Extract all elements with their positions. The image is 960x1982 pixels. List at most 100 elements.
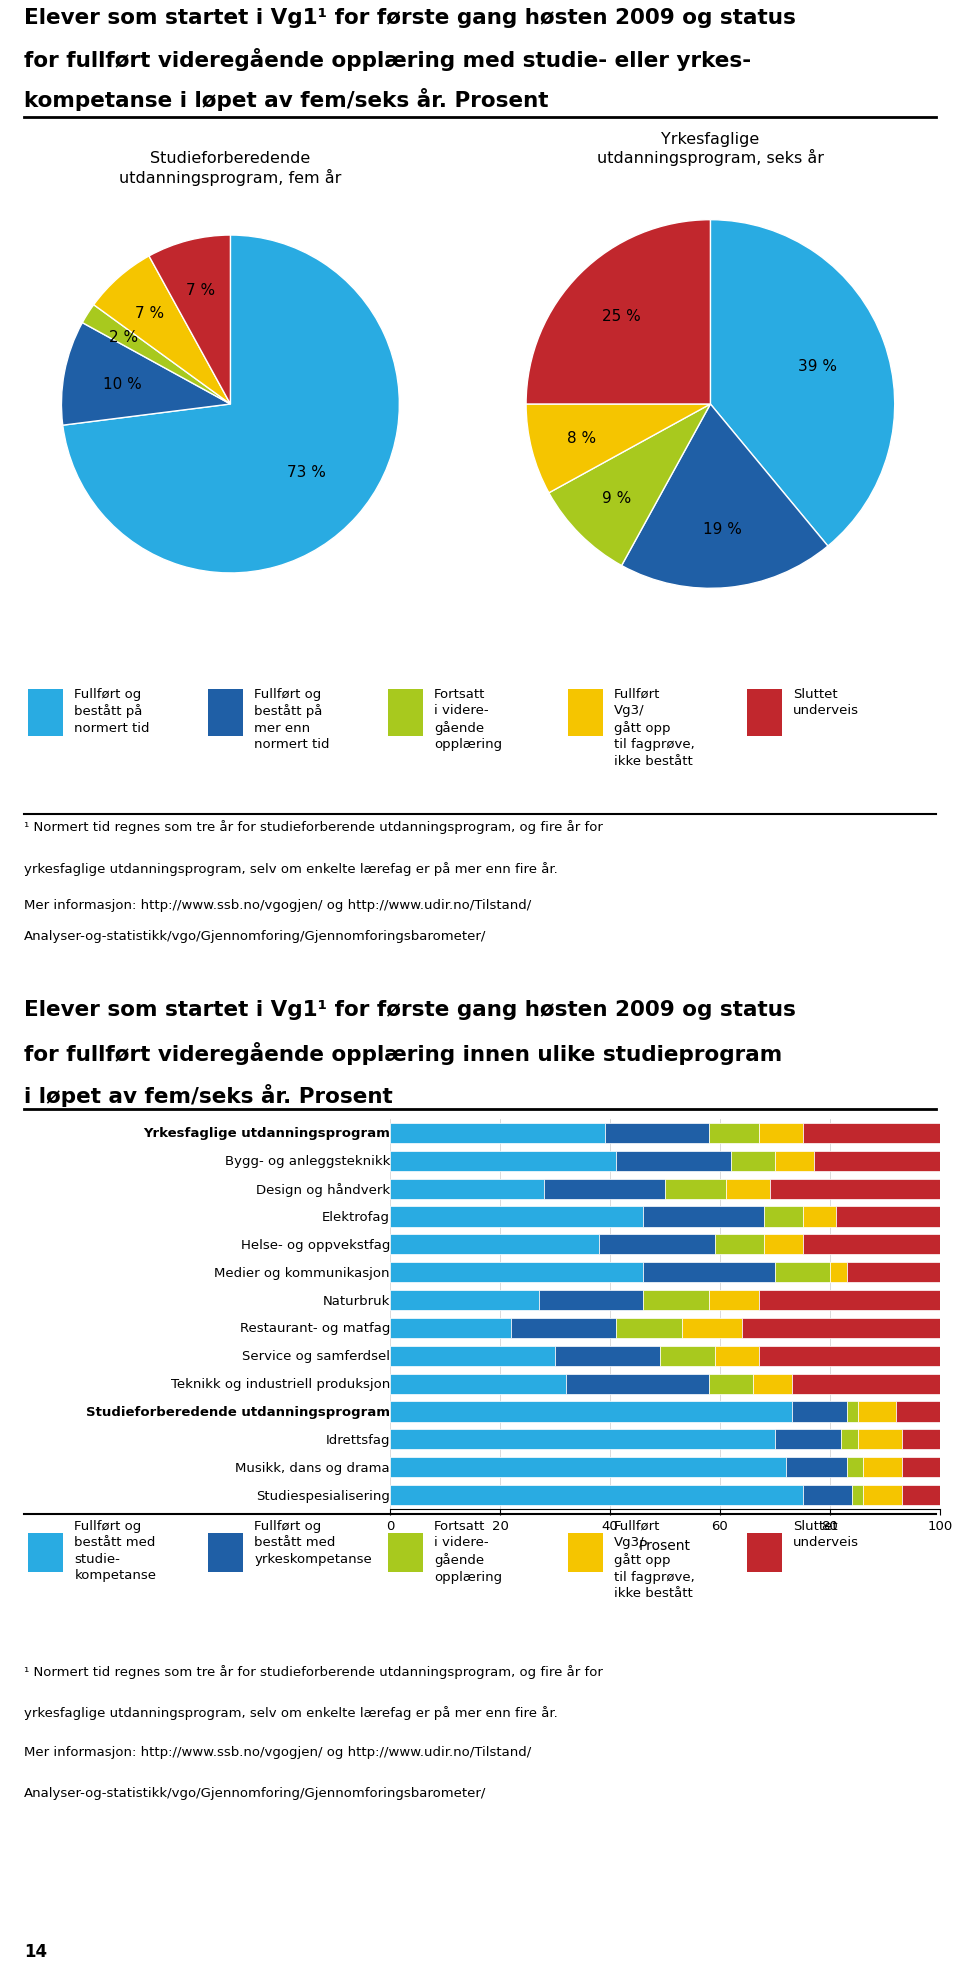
Text: 9 %: 9 % bbox=[602, 492, 631, 505]
Text: i løpet av fem/seks år. Prosent: i løpet av fem/seks år. Prosent bbox=[24, 1082, 393, 1106]
Bar bbox=[709, 1374, 753, 1393]
Text: Teknikk og industriell produksjon: Teknikk og industriell produksjon bbox=[171, 1377, 390, 1391]
Text: Fullført
Vg3/
gått opp
til fagprøve,
ikke bestått: Fullført Vg3/ gått opp til fagprøve, ikk… bbox=[613, 1520, 694, 1599]
Bar bbox=[775, 1152, 813, 1171]
Bar bbox=[208, 690, 243, 737]
Bar bbox=[709, 1290, 758, 1310]
Bar bbox=[390, 1374, 566, 1393]
Bar bbox=[775, 1429, 841, 1449]
Bar bbox=[390, 1179, 544, 1199]
Bar bbox=[208, 1534, 243, 1572]
Bar bbox=[511, 1318, 615, 1338]
Bar bbox=[682, 1318, 742, 1338]
Text: 39 %: 39 % bbox=[799, 359, 837, 373]
Bar bbox=[709, 1124, 758, 1144]
Bar bbox=[390, 1152, 615, 1171]
Bar bbox=[863, 1485, 901, 1506]
Bar bbox=[786, 1457, 847, 1477]
Text: Restaurant- og matfag: Restaurant- og matfag bbox=[240, 1322, 390, 1334]
Bar bbox=[643, 1263, 775, 1282]
Bar bbox=[731, 1152, 775, 1171]
Bar bbox=[714, 1235, 764, 1255]
Wedge shape bbox=[526, 404, 710, 494]
Bar bbox=[901, 1485, 940, 1506]
Bar bbox=[390, 1485, 803, 1506]
Text: 7 %: 7 % bbox=[135, 305, 164, 321]
Title: Studieforberedende
utdanningsprogram, fem år: Studieforberedende utdanningsprogram, fe… bbox=[119, 151, 342, 186]
Title: Yrkesfaglige
utdanningsprogram, seks år: Yrkesfaglige utdanningsprogram, seks år bbox=[597, 131, 824, 166]
Bar bbox=[29, 690, 63, 737]
Bar bbox=[390, 1290, 539, 1310]
Bar bbox=[726, 1179, 770, 1199]
Bar bbox=[847, 1401, 857, 1421]
Wedge shape bbox=[149, 236, 230, 404]
Text: Studiespesialisering: Studiespesialisering bbox=[256, 1488, 390, 1502]
Text: ¹ Normert tid regnes som tre år for studieforberende utdanningsprogram, og fire : ¹ Normert tid regnes som tre år for stud… bbox=[24, 1665, 603, 1679]
Bar bbox=[857, 1429, 901, 1449]
Text: Fullført og
bestått på
normert tid: Fullført og bestått på normert tid bbox=[75, 688, 150, 735]
Text: Naturbruk: Naturbruk bbox=[323, 1294, 390, 1306]
Text: Fullført og
bestått med
yrkeskompetanse: Fullført og bestått med yrkeskompetanse bbox=[254, 1520, 372, 1566]
Text: Fortsatt
i videre-
gående
opplæring: Fortsatt i videre- gående opplæring bbox=[434, 1520, 502, 1584]
Bar bbox=[758, 1290, 940, 1310]
Wedge shape bbox=[94, 258, 230, 404]
Text: Bygg- og anleggsteknikk: Bygg- og anleggsteknikk bbox=[225, 1156, 390, 1167]
Text: Idrettsfag: Idrettsfag bbox=[325, 1433, 390, 1447]
Bar bbox=[660, 1346, 714, 1366]
Bar bbox=[803, 1207, 835, 1227]
Bar bbox=[390, 1401, 791, 1421]
Text: Medier og kommunikasjon: Medier og kommunikasjon bbox=[214, 1266, 390, 1278]
Wedge shape bbox=[83, 305, 230, 404]
Text: Musikk, dans og drama: Musikk, dans og drama bbox=[235, 1461, 390, 1475]
Bar bbox=[775, 1263, 830, 1282]
Bar bbox=[830, 1263, 847, 1282]
Bar bbox=[863, 1457, 901, 1477]
Text: 10 %: 10 % bbox=[103, 377, 142, 392]
Text: kompetanse i løpet av fem/seks år. Prosent: kompetanse i løpet av fem/seks år. Prose… bbox=[24, 89, 548, 111]
Bar bbox=[847, 1263, 940, 1282]
Bar bbox=[539, 1290, 643, 1310]
Bar bbox=[803, 1124, 940, 1144]
Bar bbox=[567, 690, 603, 737]
Text: 7 %: 7 % bbox=[186, 283, 216, 297]
Bar bbox=[791, 1374, 940, 1393]
Bar bbox=[841, 1429, 857, 1449]
Bar bbox=[390, 1318, 511, 1338]
Text: Analyser-og-statistikk/vgo/Gjennomforing/Gjennomforingsbarometer/: Analyser-og-statistikk/vgo/Gjennomforing… bbox=[24, 1786, 487, 1800]
Bar bbox=[852, 1485, 863, 1506]
Bar bbox=[390, 1124, 605, 1144]
Text: Service og samferdsel: Service og samferdsel bbox=[242, 1350, 390, 1362]
Bar bbox=[803, 1235, 940, 1255]
Bar bbox=[901, 1457, 940, 1477]
Bar bbox=[896, 1401, 940, 1421]
Text: Design og håndverk: Design og håndverk bbox=[256, 1181, 390, 1195]
Text: Sluttet
underveis: Sluttet underveis bbox=[793, 688, 859, 717]
Bar bbox=[803, 1485, 852, 1506]
Text: ¹ Normert tid regnes som tre år for studieforberende utdanningsprogram, og fire : ¹ Normert tid regnes som tre år for stud… bbox=[24, 821, 603, 834]
Bar bbox=[753, 1374, 791, 1393]
Bar bbox=[714, 1346, 758, 1366]
Bar bbox=[567, 1534, 603, 1572]
Text: Fortsatt
i videre-
gående
opplæring: Fortsatt i videre- gående opplæring bbox=[434, 688, 502, 751]
Text: Mer informasjon: http://www.ssb.no/vgogjen/ og http://www.udir.no/Tilstand/: Mer informasjon: http://www.ssb.no/vgogj… bbox=[24, 1746, 531, 1758]
Bar bbox=[847, 1457, 863, 1477]
Text: 19 %: 19 % bbox=[703, 521, 742, 537]
Bar bbox=[544, 1179, 665, 1199]
Bar bbox=[747, 690, 782, 737]
Bar bbox=[643, 1290, 709, 1310]
Text: yrkesfaglige utdanningsprogram, selv om enkelte lærefag er på mer enn fire år.: yrkesfaglige utdanningsprogram, selv om … bbox=[24, 1705, 558, 1718]
Bar bbox=[615, 1152, 731, 1171]
Bar bbox=[388, 1534, 422, 1572]
Bar bbox=[770, 1179, 940, 1199]
Bar bbox=[791, 1401, 847, 1421]
Bar bbox=[742, 1318, 940, 1338]
Bar bbox=[388, 690, 422, 737]
Bar bbox=[764, 1235, 803, 1255]
Bar bbox=[29, 1534, 63, 1572]
Wedge shape bbox=[549, 404, 710, 567]
Bar bbox=[665, 1179, 726, 1199]
Text: for fullført videregående opplæring med studie- eller yrkes-: for fullført videregående opplæring med … bbox=[24, 48, 751, 71]
Bar bbox=[390, 1346, 555, 1366]
Bar bbox=[764, 1207, 803, 1227]
Text: Sluttet
underveis: Sluttet underveis bbox=[793, 1520, 859, 1548]
